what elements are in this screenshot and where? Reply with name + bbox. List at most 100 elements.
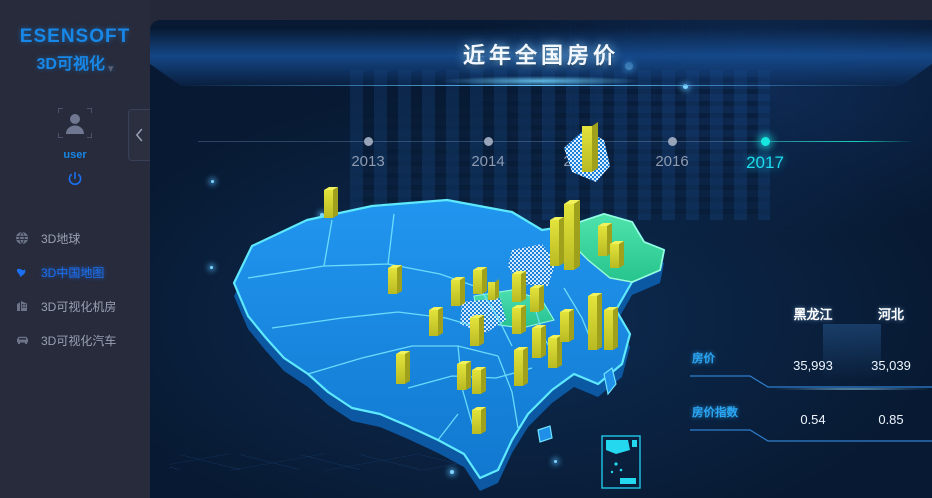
value-bar [588,293,602,350]
sidebar: ESENSOFT 3D可视化 ▾ user [0,0,150,498]
south-china-sea-inset [601,435,641,489]
timeline-year-label: 2014 [471,153,505,170]
timeline-dot [363,137,373,146]
value-bar [470,315,484,346]
avatar-corner-br [87,133,92,138]
particle-spark [554,460,557,463]
map-pin-icon [12,263,32,281]
sidebar-item-label: 3D可视化机房 [41,299,117,314]
value-bar [532,325,546,358]
user-block: user [0,108,150,187]
particle-spark [211,180,214,183]
data-panel-row-rule [690,429,932,442]
sidebar-collapse-button[interactable] [128,109,150,161]
value-bar [560,309,574,342]
avatar[interactable] [58,108,92,138]
china-3d-map[interactable] [212,122,682,491]
value-bar [473,267,487,294]
data-panel-cell: 35,993 [793,358,833,373]
timeline-track [198,141,914,142]
timeline-dot [667,137,677,146]
timeline-dot [483,137,493,146]
year-timeline[interactable]: 2013 2014 2015 2016 2017 [150,124,932,178]
data-panel-cell: 35,039 [871,358,911,373]
value-bar [598,223,612,256]
sidebar-item-label: 3D地球 [41,231,81,246]
timeline-dot [760,137,770,146]
data-panel-column-highlight [823,324,881,380]
sidebar-item-3d-china-map[interactable]: 3D中国地图 [0,255,150,289]
chevron-left-icon [136,128,143,142]
value-bar [610,241,624,268]
value-bar [512,305,526,334]
value-bar [472,407,486,434]
brand-name: ESENSOFT [19,26,131,47]
user-avatar-icon [66,114,84,134]
data-panel-column-header: 黑龙江 [793,307,833,322]
map-island-hainan [537,425,553,443]
value-bar [514,347,528,386]
value-bar [604,307,618,350]
globe-icon [12,229,32,247]
brand-subtitle: 3D可视化 ▾ [0,50,150,75]
data-panel: 黑龙江 河北 房价 35,993 35,039 房价指数 [670,300,932,470]
timeline-year-2014[interactable]: 2014 [448,124,528,170]
value-bar [388,265,402,294]
value-bar [472,367,486,394]
page-title: 近年全国房价 [462,43,619,68]
timeline-year-2017[interactable]: 2017 [725,124,805,173]
value-bar [324,187,338,218]
value-bar [548,335,562,368]
user-name: user [63,149,87,161]
value-bar [429,307,443,336]
data-panel-header: 黑龙江 河北 [670,300,932,334]
sidebar-item-label: 3D中国地图 [41,265,105,280]
timeline-year-label: 2016 [655,153,689,170]
data-panel-row-rule [690,375,932,388]
circuit-texture-blocks [350,70,770,220]
timeline-year-label: 2013 [351,153,385,170]
map-landmass [232,198,666,480]
power-icon [68,171,82,186]
data-panel-cell: 0.85 [878,412,904,427]
timeline-year-2013[interactable]: 2013 [328,124,408,170]
data-panel-row-price: 房价 35,993 35,039 [670,342,932,398]
value-bar [451,277,465,306]
particle-spark [210,266,213,269]
server-room-icon [12,297,32,315]
value-bar [457,361,471,390]
data-panel-column-header: 河北 [877,307,904,322]
data-panel-row-label: 房价 [692,353,715,365]
sidebar-item-3d-car[interactable]: 3D可视化汽车 [0,323,150,357]
car-icon [12,331,32,349]
map-value-bars [324,122,624,434]
timeline-year-2016[interactable]: 2016 [632,124,712,170]
title-banner-glow [441,76,641,86]
avatar-corner-tl [58,108,63,113]
value-bar [488,279,499,300]
sidebar-item-3d-earth[interactable]: 3D地球 [0,221,150,255]
value-bar [582,122,598,172]
particle-spark [683,84,688,89]
timeline-year-label: 2017 [746,153,784,172]
data-panel-row-label: 房价指数 [692,407,738,419]
value-bar [530,285,544,312]
map-island-taiwan [603,366,617,396]
sidebar-menu: 3D地球 3D中国地图 [0,221,150,357]
visualization-stage[interactable]: 近年全国房价 近年全国房价 2013 2014 2015 2016 [150,20,932,498]
value-bar [512,271,526,302]
chevron-down-icon[interactable]: ▾ [107,63,114,75]
sidebar-item-3d-server-room[interactable]: 3D可视化机房 [0,289,150,323]
power-button[interactable] [0,171,150,187]
value-bar [550,217,564,266]
brand-subtitle-text: 3D可视化 [36,56,105,73]
particle-spark [450,470,454,474]
value-bar [396,351,410,384]
avatar-corner-tr [87,108,92,113]
brand-logo[interactable]: ESENSOFT 3D可视化 ▾ [0,0,150,75]
value-bar [564,200,580,270]
particle-spark [320,213,324,217]
data-panel-row-price-index: 房价指数 0.54 0.85 [670,396,932,452]
sidebar-item-label: 3D可视化汽车 [41,333,117,348]
